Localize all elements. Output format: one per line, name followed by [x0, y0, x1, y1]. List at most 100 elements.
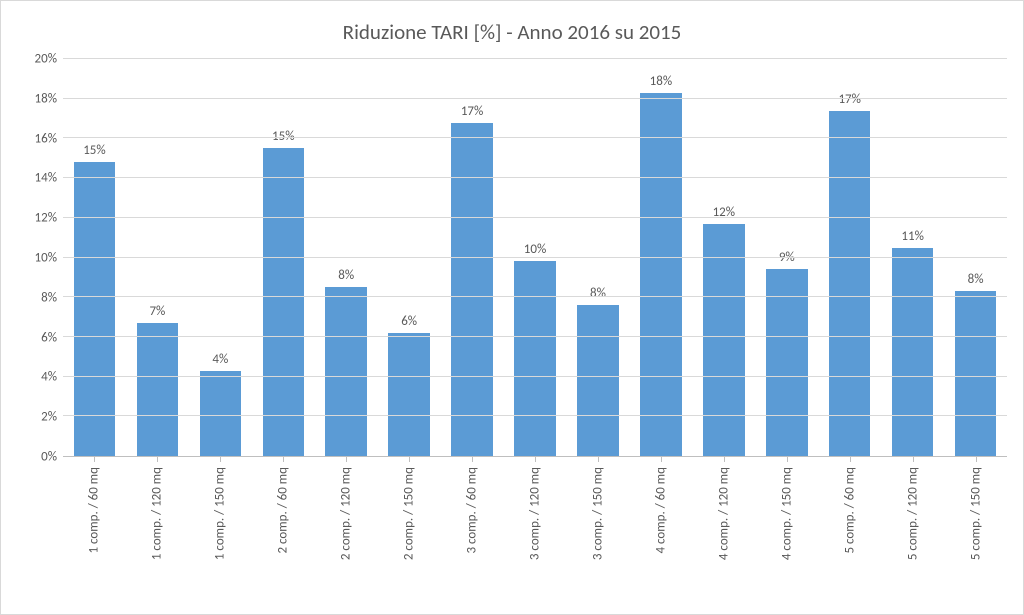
- x-slot: 5 comp. / 60 mq: [818, 457, 881, 609]
- x-tick-mark: [409, 457, 410, 462]
- x-tick-mark: [850, 457, 851, 462]
- bar: [137, 323, 179, 456]
- bar-slot: 18%: [629, 59, 692, 456]
- bar-value-label: 8%: [590, 286, 606, 301]
- x-tick-label: 3 comp. / 60 mq: [465, 467, 480, 554]
- bar: [703, 224, 745, 456]
- bar: [200, 371, 242, 456]
- x-tick-mark: [157, 457, 158, 462]
- bar-slot: 8%: [567, 59, 630, 456]
- x-tick-mark: [94, 457, 95, 462]
- x-tick-label: 2 comp. / 150 mq: [402, 467, 417, 560]
- bar: [74, 162, 116, 456]
- y-tick-label: 14%: [35, 171, 57, 186]
- bar-value-label: 8%: [968, 272, 984, 287]
- x-tick-label: 5 comp. / 150 mq: [968, 467, 983, 560]
- bar: [577, 305, 619, 456]
- bar-slot: 8%: [944, 59, 1007, 456]
- gridline: [63, 336, 1007, 337]
- bar-value-label: 6%: [401, 314, 417, 329]
- bar-value-label: 7%: [149, 304, 165, 319]
- x-tick-label: 2 comp. / 120 mq: [339, 467, 354, 560]
- x-tick-mark: [787, 457, 788, 462]
- x-slot: 5 comp. / 150 mq: [944, 457, 1007, 609]
- bar: [514, 261, 556, 456]
- x-tick-mark: [283, 457, 284, 462]
- bar-value-label: 17%: [838, 92, 860, 107]
- bar-slot: 10%: [504, 59, 567, 456]
- x-slot: 2 comp. / 60 mq: [252, 457, 315, 609]
- x-tick-label: 1 comp. / 120 mq: [150, 467, 165, 560]
- gridline: [63, 137, 1007, 138]
- x-slot: 4 comp. / 120 mq: [692, 457, 755, 609]
- x-tick-label: 3 comp. / 150 mq: [590, 467, 605, 560]
- y-tick-label: 2%: [41, 410, 57, 425]
- bar: [640, 93, 682, 456]
- x-slot: 3 comp. / 60 mq: [441, 457, 504, 609]
- x-tick-label: 3 comp. / 120 mq: [528, 467, 543, 560]
- bar: [451, 123, 493, 456]
- bar-slot: 8%: [315, 59, 378, 456]
- x-slot: 2 comp. / 150 mq: [378, 457, 441, 609]
- bar: [829, 111, 871, 456]
- x-tick-label: 2 comp. / 60 mq: [276, 467, 291, 554]
- x-tick-mark: [535, 457, 536, 462]
- bar-slot: 15%: [63, 59, 126, 456]
- bar-slot: 15%: [252, 59, 315, 456]
- y-tick-label: 0%: [41, 450, 57, 465]
- gridline: [63, 217, 1007, 218]
- bar-slot: 17%: [441, 59, 504, 456]
- bar-value-label: 9%: [779, 250, 795, 265]
- bar: [388, 333, 430, 456]
- bar-value-label: 8%: [338, 268, 354, 283]
- x-tick-mark: [598, 457, 599, 462]
- x-tick-mark: [472, 457, 473, 462]
- x-tick-mark: [976, 457, 977, 462]
- x-slot: 4 comp. / 60 mq: [629, 457, 692, 609]
- bar: [766, 269, 808, 456]
- plot-wrap: 0%2%4%6%8%10%12%14%16%18%20% 15%7%4%15%8…: [17, 59, 1007, 457]
- x-tick-label: 1 comp. / 150 mq: [213, 467, 228, 560]
- x-slot: 3 comp. / 150 mq: [567, 457, 630, 609]
- x-slot: 1 comp. / 120 mq: [126, 457, 189, 609]
- bar-value-label: 10%: [524, 242, 546, 257]
- x-tick-mark: [661, 457, 662, 462]
- gridline: [63, 58, 1007, 59]
- x-slot: 5 comp. / 120 mq: [881, 457, 944, 609]
- x-tick-mark: [913, 457, 914, 462]
- gridline: [63, 257, 1007, 258]
- gridline: [63, 296, 1007, 297]
- y-axis: 0%2%4%6%8%10%12%14%16%18%20%: [17, 59, 63, 457]
- chart-title: Riduzione TARI [%] - Anno 2016 su 2015: [17, 13, 1007, 59]
- bars-layer: 15%7%4%15%8%6%17%10%8%18%12%9%17%11%8%: [63, 59, 1007, 456]
- plot-area: 15%7%4%15%8%6%17%10%8%18%12%9%17%11%8%: [63, 59, 1007, 457]
- gridline: [63, 98, 1007, 99]
- x-tick-mark: [220, 457, 221, 462]
- x-tick-label: 4 comp. / 60 mq: [653, 467, 668, 554]
- y-tick-label: 4%: [41, 370, 57, 385]
- bar-slot: 12%: [692, 59, 755, 456]
- x-slot: 1 comp. / 60 mq: [63, 457, 126, 609]
- bar-slot: 4%: [189, 59, 252, 456]
- y-tick-label: 8%: [41, 290, 57, 305]
- bar-slot: 17%: [818, 59, 881, 456]
- x-tick-label: 5 comp. / 60 mq: [842, 467, 857, 554]
- bar: [892, 248, 934, 456]
- gridline: [63, 177, 1007, 178]
- y-tick-label: 10%: [35, 251, 57, 266]
- gridline: [63, 415, 1007, 416]
- x-slot: 2 comp. / 120 mq: [315, 457, 378, 609]
- bar-value-label: 18%: [650, 74, 672, 89]
- x-axis: 1 comp. / 60 mq 1 comp. / 120 mq 1 comp. /…: [63, 457, 1007, 609]
- y-tick-label: 6%: [41, 330, 57, 345]
- bar-slot: 6%: [378, 59, 441, 456]
- bar: [955, 291, 997, 456]
- bar-value-label: 15%: [83, 143, 105, 158]
- y-tick-label: 20%: [35, 52, 57, 67]
- bar: [325, 287, 367, 456]
- bar-value-label: 11%: [901, 229, 923, 244]
- y-tick-label: 12%: [35, 211, 57, 226]
- x-tick-label: 4 comp. / 150 mq: [779, 467, 794, 560]
- x-tick-mark: [346, 457, 347, 462]
- x-slot: 3 comp. / 120 mq: [504, 457, 567, 609]
